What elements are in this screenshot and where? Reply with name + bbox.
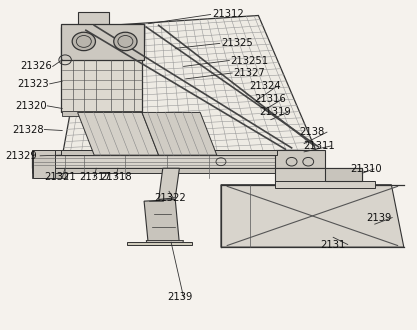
Polygon shape [32, 155, 323, 168]
Polygon shape [32, 150, 323, 155]
Text: 21317: 21317 [79, 173, 111, 182]
Text: 21325: 21325 [221, 38, 253, 49]
Polygon shape [275, 150, 325, 168]
Text: 2138: 2138 [299, 127, 324, 137]
Text: 21322: 21322 [154, 193, 186, 203]
Polygon shape [32, 173, 67, 178]
Text: 21327: 21327 [234, 68, 265, 78]
Text: 21321: 21321 [44, 173, 76, 182]
Polygon shape [61, 27, 142, 113]
Text: 21328: 21328 [13, 124, 44, 135]
Text: 21323: 21323 [18, 79, 49, 89]
Polygon shape [275, 182, 375, 188]
Text: 2139: 2139 [367, 213, 392, 222]
Polygon shape [128, 242, 192, 245]
Polygon shape [325, 168, 362, 182]
Text: 2139: 2139 [167, 292, 192, 302]
Text: 21311: 21311 [303, 141, 335, 151]
Polygon shape [158, 168, 179, 200]
Circle shape [114, 32, 137, 50]
Polygon shape [146, 241, 183, 246]
Polygon shape [33, 150, 55, 178]
Polygon shape [275, 168, 362, 183]
Text: 21326: 21326 [21, 61, 53, 71]
Polygon shape [221, 185, 404, 247]
Polygon shape [32, 168, 323, 173]
Text: 21318: 21318 [100, 173, 132, 182]
Text: 2131: 2131 [321, 240, 346, 249]
Polygon shape [78, 113, 158, 155]
Polygon shape [78, 12, 109, 27]
Text: 21329: 21329 [5, 151, 37, 161]
Text: 21324: 21324 [249, 81, 281, 91]
Text: 21312: 21312 [212, 10, 244, 19]
Polygon shape [61, 150, 277, 155]
Text: 21310: 21310 [350, 164, 382, 174]
Circle shape [72, 32, 95, 50]
Text: 21320: 21320 [15, 101, 47, 111]
Polygon shape [144, 200, 179, 244]
Text: 21319: 21319 [259, 108, 291, 117]
Polygon shape [61, 16, 317, 163]
Text: 213251: 213251 [231, 55, 269, 65]
Polygon shape [62, 111, 142, 116]
Polygon shape [142, 113, 217, 155]
Text: 21316: 21316 [254, 94, 286, 104]
Polygon shape [61, 24, 144, 60]
